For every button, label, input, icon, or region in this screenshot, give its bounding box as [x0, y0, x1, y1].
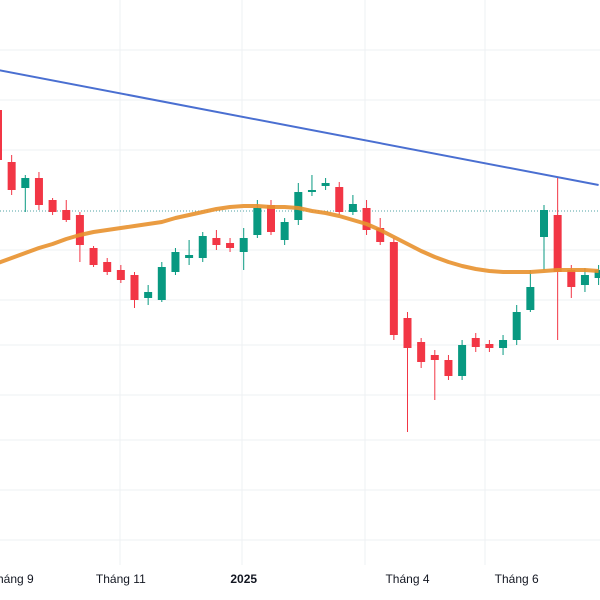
candle-body	[239, 238, 248, 252]
candle-body	[144, 292, 153, 298]
candle-body	[171, 252, 180, 272]
candle-body	[376, 228, 385, 242]
x-tick-label: Tháng 4	[385, 572, 429, 586]
candle-body	[212, 238, 221, 245]
moving-average	[0, 204, 599, 274]
candle-body	[362, 208, 371, 230]
candle-body	[335, 187, 344, 212]
x-tick-label: 2025	[230, 572, 257, 586]
x-tick-label: Tháng 6	[495, 572, 539, 586]
candle-body	[417, 342, 426, 362]
candle-body	[226, 243, 235, 248]
candle-body	[553, 215, 562, 272]
candle-body	[48, 200, 57, 212]
candle-body	[458, 345, 467, 376]
candle-body	[198, 236, 207, 258]
candle-body	[594, 270, 600, 278]
candle-body	[403, 318, 412, 348]
candle-body	[7, 162, 16, 190]
candle-body	[321, 183, 330, 186]
candle-body	[471, 338, 480, 347]
candle-body	[21, 178, 30, 188]
x-tick-label: Tháng 9	[0, 572, 34, 586]
candle-body	[130, 275, 139, 300]
trendline	[0, 69, 599, 186]
candle-body	[348, 204, 357, 212]
candle-body	[580, 275, 589, 285]
candle-body	[389, 242, 398, 335]
grid	[0, 0, 600, 565]
candle-body	[253, 208, 262, 235]
candle-body	[103, 262, 112, 272]
candle-body	[444, 360, 453, 376]
candle-body	[34, 178, 43, 205]
candle-body	[280, 222, 289, 240]
candle-body	[499, 340, 508, 348]
candle-body	[567, 270, 576, 287]
candle-body	[157, 267, 166, 300]
candle-body	[430, 355, 439, 360]
candle-body	[512, 312, 521, 340]
candle-body	[62, 210, 71, 220]
candle-body	[526, 287, 535, 310]
x-tick-label: Tháng 11	[96, 572, 146, 586]
candle-body	[89, 248, 98, 265]
candle-body	[116, 270, 125, 280]
candle-body	[185, 255, 194, 258]
candle-body	[307, 190, 316, 192]
candle-body	[75, 215, 84, 245]
candle-body	[485, 344, 494, 348]
candle-body	[0, 110, 2, 160]
candle-body	[540, 210, 548, 237]
candle-body	[267, 205, 275, 232]
